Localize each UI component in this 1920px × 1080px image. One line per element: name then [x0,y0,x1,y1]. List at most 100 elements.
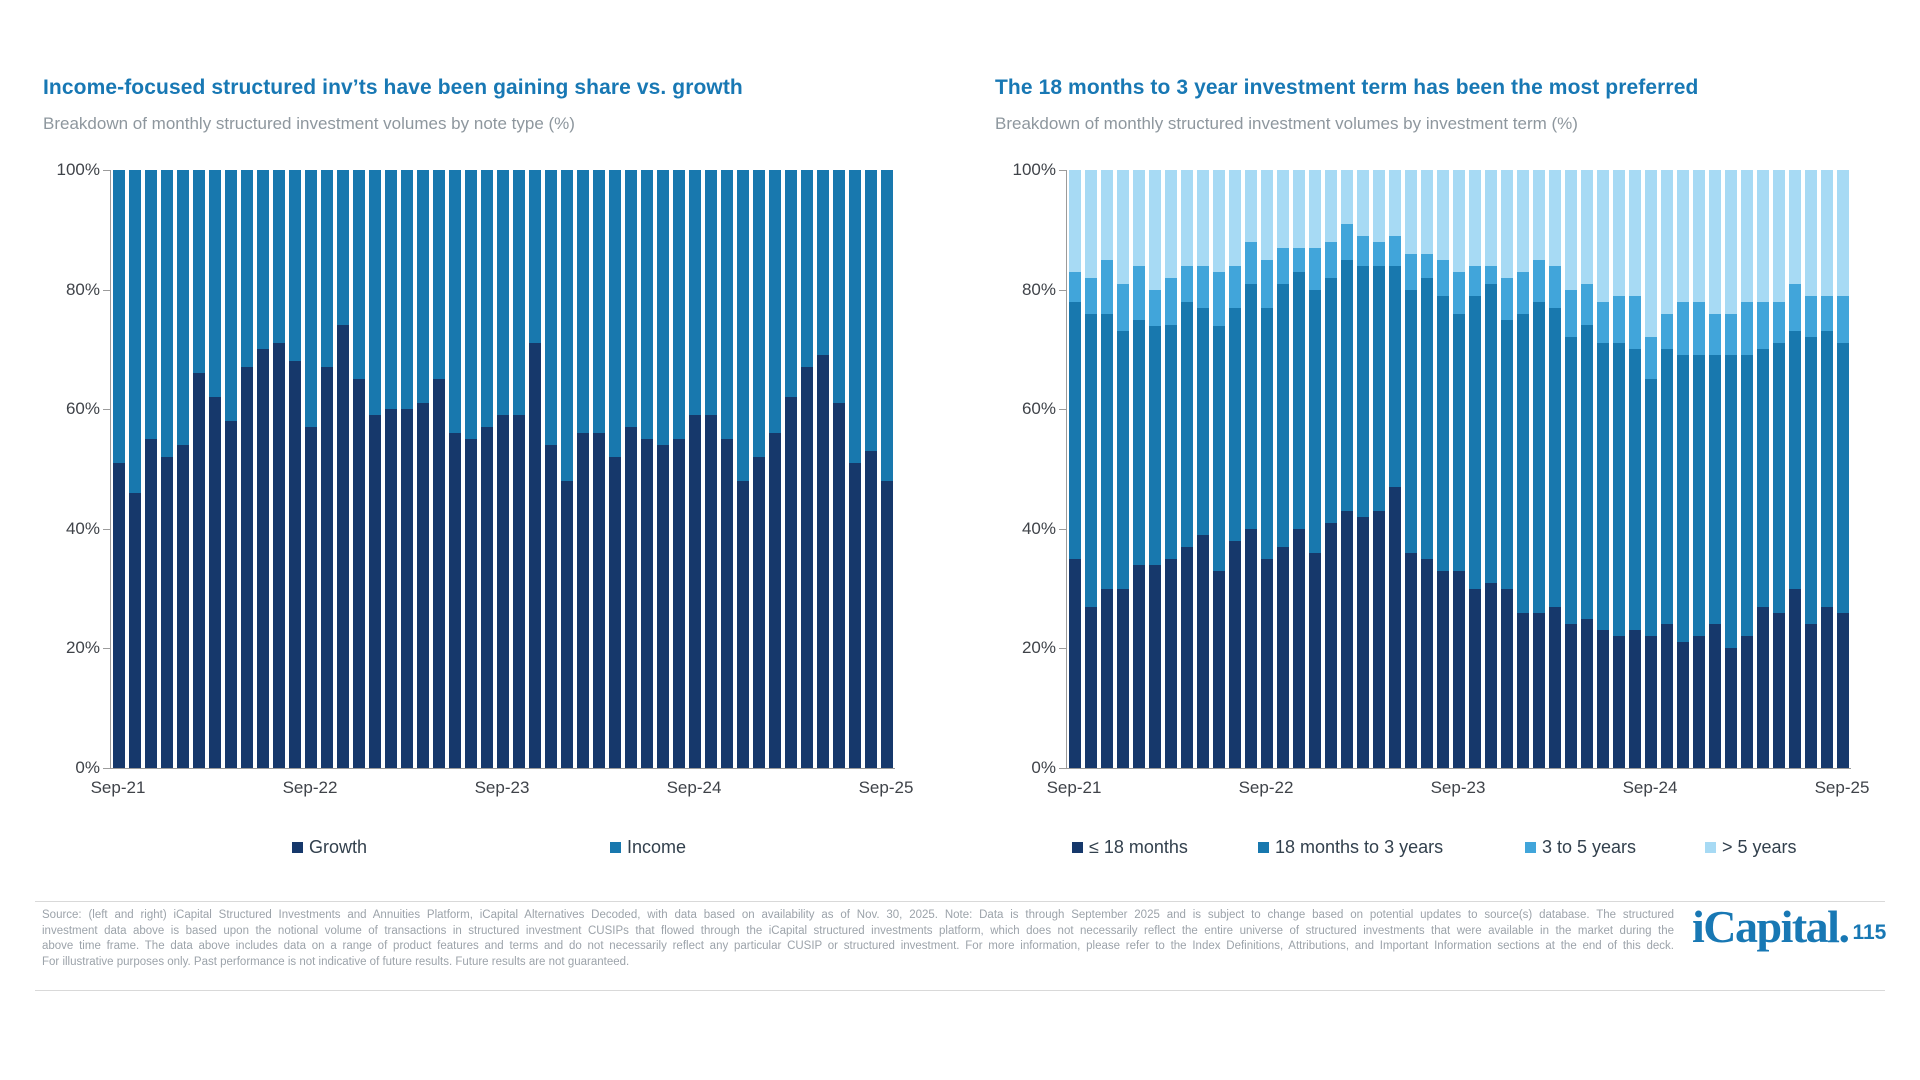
y-axis-label: 60% [65,399,100,419]
bar-segment-income [337,170,349,326]
bar-segment-growth [865,451,877,768]
bar-segment-3-to-5-years [1741,301,1753,356]
bar-segment--5-years [1725,170,1737,314]
bar-segment-18-months-to-3-years [1741,355,1753,637]
bar-segment-growth [625,427,637,768]
bar-mar-23 [401,170,413,768]
bar-segment-growth [225,421,237,768]
bar-segment-3-to-5-years [1117,283,1129,332]
bar-segment-18-months-to-3-years [1197,307,1209,535]
bar-segment-income [129,170,141,493]
bar-segment--18-months [1309,552,1321,768]
bar-jul-22 [273,170,285,768]
bar-mar-22 [1165,170,1177,768]
bar-sep-22 [1261,170,1273,768]
bar-segment-income [849,170,861,464]
bar-nov-24 [1677,170,1689,768]
bar-oct-21 [129,170,141,768]
bar-segment-18-months-to-3-years [1469,295,1481,589]
bar-segment-18-months-to-3-years [1501,319,1513,589]
source-note-line: above time frame. The data above include… [42,940,1674,953]
bar-segment-growth [385,409,397,768]
bar-jul-25 [1805,170,1817,768]
bar-segment-income [113,170,125,464]
bar-segment--5-years [1325,170,1337,242]
bar-segment--5-years [1341,170,1353,224]
bar-segment--18-months [1773,612,1785,768]
bar-dec-21 [1117,170,1129,768]
bar-may-23 [1389,170,1401,768]
bar-segment-income [353,170,365,380]
bar-segment-3-to-5-years [1613,295,1625,344]
bar-segment--18-months [1405,552,1417,768]
bar-segment--5-years [1565,170,1577,290]
bar-may-25 [1773,170,1785,768]
bar-segment-growth [753,457,765,768]
right-chart-plot-area [1059,170,1851,769]
bar-nov-23 [1485,170,1497,768]
bar-segment--5-years [1069,170,1081,272]
bar-segment-income [177,170,189,446]
bar-segment--18-months [1565,624,1577,768]
bar-jan-25 [1709,170,1721,768]
bar-segment-3-to-5-years [1453,271,1465,314]
bar-jun-23 [1405,170,1417,768]
bar-segment-3-to-5-years [1437,259,1449,296]
bar-aug-22 [289,170,301,768]
bar-nov-21 [1101,170,1113,768]
bar-segment-3-to-5-years [1421,253,1433,278]
bar-segment-income [833,170,845,404]
x-axis-label: Sep-25 [1814,778,1870,797]
bar-segment-growth [177,445,189,768]
bar-segment--5-years [1293,170,1305,248]
legend-label: 18 months to 3 years [1275,836,1444,857]
bar-dec-22 [1309,170,1321,768]
bar-segment-income [161,170,173,458]
footer-bottom-divider [35,990,1885,991]
bar-segment--5-years [1245,170,1257,242]
bar-segment-3-to-5-years [1837,295,1849,344]
bar-apr-22 [1181,170,1193,768]
y-axis-label: 60% [1021,399,1056,419]
bar-segment-3-to-5-years [1373,241,1385,266]
bar-segment-3-to-5-years [1485,265,1497,284]
x-axis-label: Sep-24 [666,778,722,797]
bar-segment--18-months [1821,606,1833,768]
bar-segment-growth [257,349,269,768]
bar-oct-23 [1469,170,1481,768]
bar-segment--5-years [1581,170,1593,284]
bar-segment-income [257,170,269,350]
bar-segment--5-years [1085,170,1097,278]
bar-segment-growth [817,355,829,768]
bar-segment-growth [801,367,813,768]
bar-may-22 [1197,170,1209,768]
bar-apr-24 [609,170,621,768]
bar-feb-25 [769,170,781,768]
bar-segment-growth [273,343,285,768]
bar-segment--5-years [1373,170,1385,242]
bar-segment-3-to-5-years [1213,271,1225,326]
bar-segment-growth [529,343,541,768]
bar-jul-24 [657,170,669,768]
bar-dec-24 [737,170,749,768]
bar-may-25 [817,170,829,768]
bar-segment-18-months-to-3-years [1805,337,1817,625]
legend-item-income: Income [610,836,686,858]
bar-segment--18-months [1389,486,1401,768]
bar-mar-24 [593,170,605,768]
x-axis-label: Sep-22 [1238,778,1294,797]
right-chart-title: The 18 months to 3 year investment term … [995,76,1699,99]
icapital-logo-text: iCapital. [1692,901,1850,952]
y-axis-tick [1059,289,1066,291]
bar-aug-25 [1821,170,1833,768]
bar-segment-growth [657,445,669,768]
bar-segment-18-months-to-3-years [1149,325,1161,565]
bar-mar-23 [1357,170,1369,768]
bar-segment-3-to-5-years [1581,283,1593,326]
bar-segment--18-months [1629,630,1641,768]
bar-segment--5-years [1709,170,1721,314]
bar-nov-22 [1293,170,1305,768]
x-axis-label: Sep-21 [90,778,146,797]
bar-segment-income [865,170,877,452]
y-axis-tick [103,648,110,650]
